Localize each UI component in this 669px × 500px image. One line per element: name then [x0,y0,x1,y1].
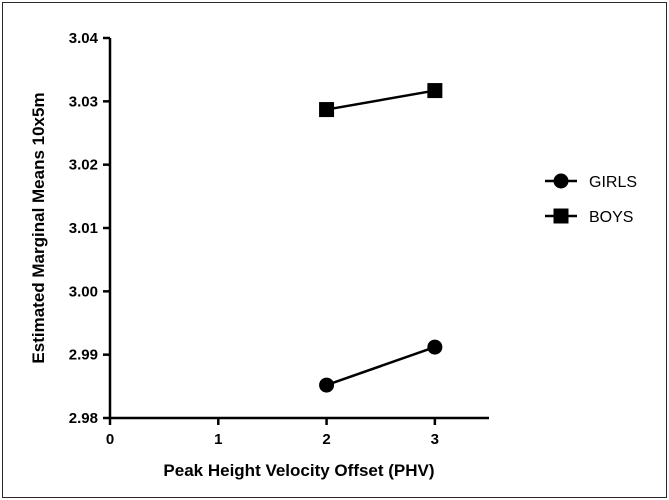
x-axis-title: Peak Height Velocity Offset (PHV) [163,461,434,480]
legend: GIRLS BOYS [545,173,637,226]
legend-marker-girls [553,173,569,189]
y-axis-title: Estimated Marginal Means 10x5m [29,92,48,363]
y-tick-label-3-03: 3.03 [69,93,98,110]
data-point-girls-1 [319,377,335,393]
data-point-boys-1 [319,102,335,118]
y-tick-label-3-04: 3.04 [69,30,99,47]
data-point-boys-2 [427,83,443,99]
x-tick-label-1: 1 [214,431,222,448]
series-line-boys [326,89,436,111]
y-tick-label-2-98: 2.98 [69,410,98,427]
legend-label-girls: GIRLS [589,174,637,191]
x-tick-label-2: 2 [322,431,330,448]
data-point-girls-2 [427,339,443,355]
y-tick-label-2-99: 2.99 [69,347,98,364]
y-tick-label-3-00: 3.00 [69,283,98,300]
y-tick-label-3-01: 3.01 [69,220,98,237]
axes: 2.98 2.99 3.00 3.01 3.02 3.03 3.04 0 1 2 3 [69,30,489,448]
legend-item-girls: GIRLS [545,173,637,191]
legend-item-boys: BOYS [545,208,633,226]
x-tick-label-3: 3 [431,431,439,448]
legend-marker-boys [553,208,569,224]
plot-area [319,83,443,393]
series-line-girls [326,345,436,387]
x-tick-label-0: 0 [106,431,114,448]
series-boys [319,83,443,118]
series-girls [319,339,443,393]
legend-label-boys: BOYS [589,209,633,226]
y-tick-label-3-02: 3.02 [69,157,98,174]
